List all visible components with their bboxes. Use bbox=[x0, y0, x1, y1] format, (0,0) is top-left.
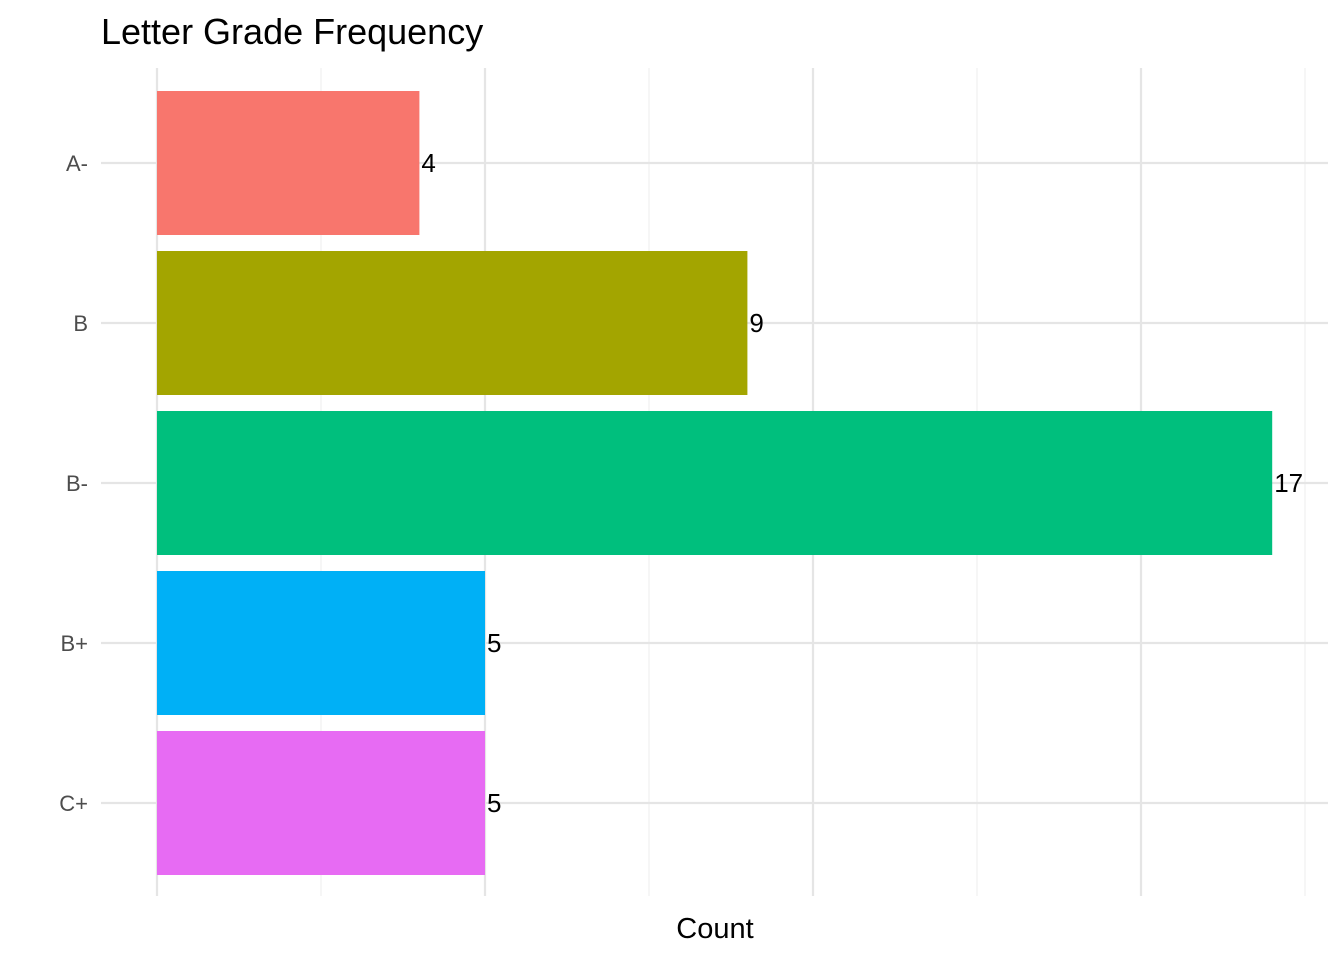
data-label: 5 bbox=[487, 628, 501, 658]
bars bbox=[157, 91, 1273, 875]
bar bbox=[157, 571, 485, 715]
bar bbox=[157, 411, 1273, 555]
data-label: 5 bbox=[487, 788, 501, 818]
x-axis-title: Count bbox=[676, 913, 753, 945]
bar bbox=[157, 731, 485, 875]
y-tick-label: B- bbox=[66, 471, 88, 496]
y-tick-label: B bbox=[73, 311, 88, 336]
y-axis: A- B B- B+ C+ bbox=[59, 151, 88, 816]
y-tick-label: C+ bbox=[59, 791, 88, 816]
y-tick-label: A- bbox=[66, 151, 88, 176]
data-label: 4 bbox=[421, 148, 435, 178]
bar bbox=[157, 91, 420, 235]
bar bbox=[157, 251, 748, 395]
y-tick-label: B+ bbox=[60, 631, 88, 656]
data-label: 17 bbox=[1274, 468, 1303, 498]
chart-title: Letter Grade Frequency bbox=[101, 11, 483, 52]
data-label: 9 bbox=[749, 308, 763, 338]
data-labels: 4 9 17 5 5 bbox=[421, 148, 1303, 818]
